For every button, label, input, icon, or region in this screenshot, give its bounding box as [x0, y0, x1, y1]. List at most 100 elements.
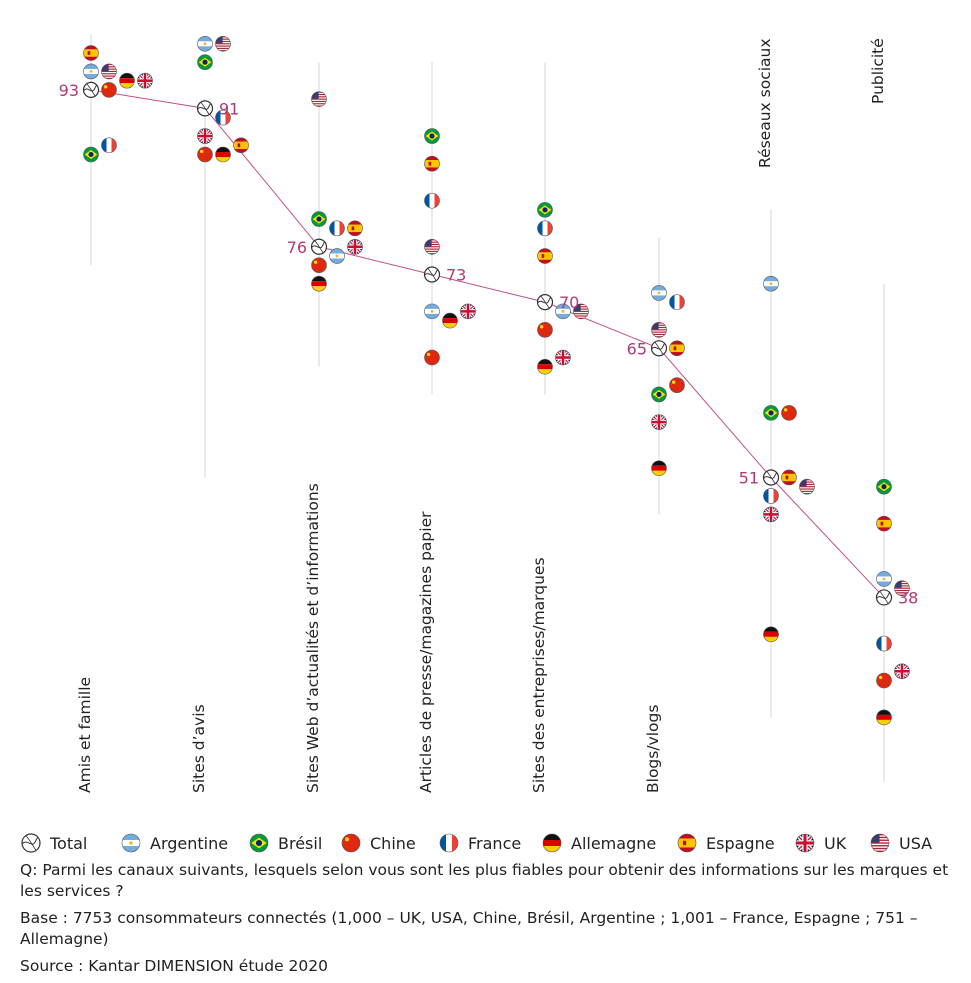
- legend-item-usa: USA: [869, 831, 932, 855]
- slope-chart: 93 91 76 73 70 65 51 38 Amis et famille Sites d’a…: [59, 34, 918, 793]
- legend-label: Espagne: [706, 833, 775, 853]
- us-flag-marker: [894, 580, 910, 597]
- fr-flag-marker: [101, 137, 117, 154]
- germany-flag-icon: [542, 833, 562, 853]
- uk-flag-marker: [894, 663, 910, 680]
- ar-flag-marker: [555, 303, 571, 320]
- br-flag-marker: [651, 386, 667, 403]
- uk-flag-marker: [137, 72, 153, 89]
- question-text: Q: Parmi les canaux suivants, lesquels s…: [20, 861, 949, 900]
- legend-item-allemagne: Allemagne: [541, 831, 656, 855]
- cn-flag-marker: [101, 82, 117, 98]
- brazil-flag-icon: [249, 833, 269, 853]
- usa-flag-icon: [870, 833, 890, 853]
- total-trend-line: [90, 89, 885, 598]
- category-label: Sites Web d’actualités et d’informations: [304, 483, 322, 793]
- es-flag-marker: [781, 469, 797, 486]
- de-flag-marker: [442, 312, 458, 329]
- total-value-label: 65: [627, 339, 647, 358]
- us-flag-marker: [311, 91, 327, 107]
- uk-flag-marker: [460, 303, 476, 320]
- total-value-label: 93: [59, 81, 79, 100]
- br-flag-marker: [424, 128, 440, 144]
- us-flag-marker: [424, 238, 440, 255]
- ar-flag-marker: [329, 248, 345, 264]
- total-marker: [196, 100, 214, 117]
- legend-item-espagne: Espagne: [676, 831, 775, 855]
- br-flag-marker: [763, 405, 779, 421]
- total-marker: [650, 340, 668, 357]
- legend-label: USA: [899, 833, 933, 853]
- legend-item-uk: UK: [794, 831, 846, 855]
- total-value-label: 91: [219, 99, 239, 118]
- es-flag-marker: [347, 220, 363, 237]
- legend-label: Argentine: [150, 833, 229, 853]
- legend-label: Allemagne: [571, 833, 657, 853]
- fr-flag-marker: [876, 635, 892, 652]
- cn-flag-marker: [424, 349, 440, 366]
- de-flag-marker: [215, 146, 231, 163]
- de-flag-marker: [876, 709, 892, 726]
- legend-label: Total: [50, 833, 88, 853]
- br-flag-marker: [876, 478, 892, 495]
- uk-flag-marker: [555, 349, 571, 366]
- chart-notes: Q: Parmi les canaux suivants, lesquels s…: [20, 860, 955, 983]
- legend-label: France: [468, 833, 522, 853]
- legend-item-chine: Chine: [340, 831, 416, 855]
- fr-flag-marker: [537, 220, 553, 237]
- legend-label: Chine: [370, 833, 416, 853]
- category-label: Sites des entreprises/marques: [530, 557, 548, 793]
- total-value-label: 70: [559, 293, 579, 312]
- us-flag-marker: [799, 478, 815, 495]
- category-label: Articles de presse/magazines papier: [417, 511, 435, 793]
- fr-flag-marker: [763, 488, 779, 504]
- france-flag-icon: [439, 833, 459, 853]
- de-flag-marker: [537, 358, 553, 375]
- de-flag-marker: [311, 275, 327, 292]
- uk-flag-marker: [347, 238, 363, 255]
- br-flag-marker: [83, 146, 99, 163]
- category-label: Réseaux sociaux: [756, 38, 774, 168]
- es-flag-marker: [233, 137, 249, 154]
- cn-flag-marker: [669, 377, 685, 394]
- legend-label: Brésil: [278, 833, 323, 853]
- legend-item-argentine: Argentine: [120, 831, 228, 855]
- cn-flag-marker: [197, 146, 213, 163]
- total-marker: [536, 294, 554, 311]
- ar-flag-marker: [763, 275, 779, 292]
- base-text: Base : 7753 consommateurs connectés (1,0…: [20, 909, 918, 948]
- argentina-flag-icon: [121, 833, 141, 853]
- fr-flag-marker: [669, 294, 685, 310]
- de-flag-marker: [763, 626, 779, 643]
- uk-flag-marker: [763, 506, 779, 523]
- uk-flag-icon: [795, 833, 815, 853]
- china-flag-icon: [341, 833, 361, 853]
- fr-flag-marker: [215, 109, 231, 126]
- cn-flag-marker: [537, 322, 553, 338]
- spain-flag-icon: [677, 833, 697, 853]
- total-marker: [82, 81, 100, 99]
- ar-flag-marker: [876, 571, 892, 587]
- de-flag-marker: [119, 72, 135, 89]
- uk-flag-marker: [651, 414, 667, 430]
- category-label: Publicité: [869, 38, 887, 104]
- us-flag-marker: [101, 63, 117, 80]
- legend-item-france: France: [438, 831, 521, 855]
- es-flag-marker: [537, 248, 553, 264]
- br-flag-marker: [537, 202, 553, 218]
- total-value-label: 76: [287, 238, 307, 257]
- category-label: Blogs/vlogs: [644, 705, 662, 793]
- ar-flag-marker: [197, 35, 213, 52]
- br-flag-marker: [311, 211, 327, 227]
- legend-item-bresil: Brésil: [248, 831, 322, 855]
- fr-flag-marker: [329, 220, 345, 237]
- es-flag-marker: [424, 155, 440, 172]
- total-value-label: 38: [898, 588, 918, 607]
- us-flag-marker: [651, 322, 667, 338]
- us-flag-marker: [215, 35, 231, 52]
- legend-item-total: Total: [20, 831, 87, 855]
- cn-flag-marker: [876, 672, 892, 689]
- total-value-label: 73: [446, 265, 466, 284]
- legend: Total Argentine Brésil Chine France Alle…: [20, 831, 965, 855]
- us-flag-marker: [573, 303, 589, 320]
